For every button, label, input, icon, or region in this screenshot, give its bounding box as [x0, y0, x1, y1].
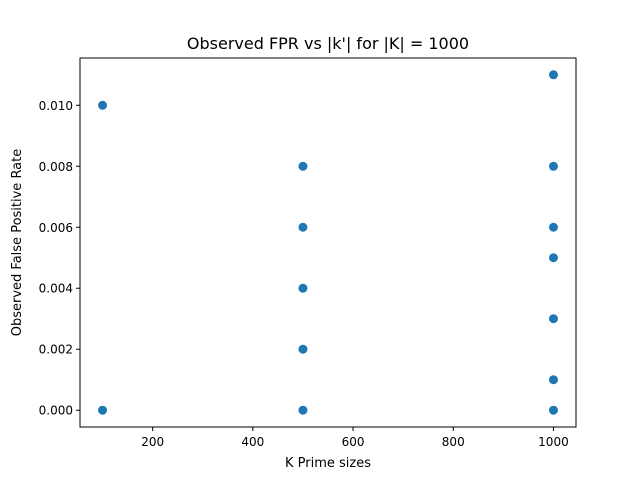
y-axis-label: Observed False Positive Rate — [10, 149, 25, 337]
x-axis-label: K Prime sizes — [285, 456, 371, 471]
y-tick-label: 0.004 — [39, 282, 73, 296]
y-axis-ticks: 0.000 0.002 0.004 0.006 0.008 0.010 — [39, 99, 80, 418]
data-point — [548, 161, 558, 171]
data-point — [548, 70, 558, 80]
data-point — [298, 405, 308, 415]
x-axis-ticks: 200 400 600 800 1000 — [141, 427, 569, 449]
data-point — [298, 161, 308, 171]
data-point — [548, 405, 558, 415]
data-point — [548, 314, 558, 324]
x-tick-label: 1000 — [538, 435, 569, 449]
x-tick-label: 800 — [442, 435, 465, 449]
y-tick-label: 0.008 — [39, 160, 73, 174]
y-tick-label: 0.006 — [39, 221, 73, 235]
x-tick-label: 200 — [141, 435, 164, 449]
data-point — [98, 100, 108, 110]
y-tick-label: 0.002 — [39, 343, 73, 357]
data-point — [298, 222, 308, 232]
points-layer — [98, 70, 558, 415]
data-point — [548, 253, 558, 263]
y-tick-label: 0.010 — [39, 99, 73, 113]
x-tick-label: 600 — [342, 435, 365, 449]
data-point — [98, 405, 108, 415]
data-point — [548, 375, 558, 385]
data-point — [548, 222, 558, 232]
chart-title: Observed FPR vs |k'| for |K| = 1000 — [187, 34, 469, 53]
y-tick-label: 0.000 — [39, 404, 73, 418]
data-point — [298, 344, 308, 354]
x-tick-label: 400 — [241, 435, 264, 449]
data-point — [298, 283, 308, 293]
plot-area-frame — [79, 57, 577, 428]
